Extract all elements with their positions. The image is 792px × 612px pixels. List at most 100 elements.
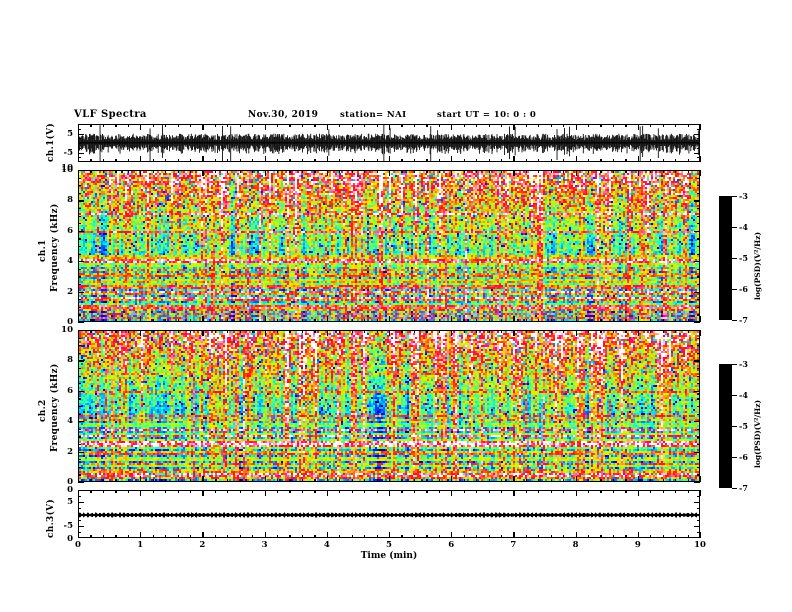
x-tick (289, 330, 291, 334)
x-tick (463, 318, 465, 322)
x-tick (202, 316, 204, 322)
x-tick (389, 124, 391, 130)
x-tick (700, 156, 702, 162)
x-tick (351, 478, 353, 482)
colorbar-tick-label: -4 (739, 222, 748, 232)
x-tick (264, 124, 266, 130)
x-tick (637, 170, 639, 176)
x-tick (488, 318, 490, 322)
x-tick (227, 318, 229, 322)
y-tick-minor (78, 474, 82, 476)
x-tick (264, 330, 266, 336)
x-tick (413, 124, 416, 128)
x-tick (538, 490, 540, 494)
y-tick (694, 261, 700, 263)
x-tick (700, 316, 702, 322)
y-tick-minor (78, 215, 82, 217)
x-tick (588, 318, 590, 322)
x-tick (476, 158, 478, 162)
y-tick-minor (696, 436, 700, 438)
x-tick (625, 318, 627, 322)
x-tick (451, 476, 453, 482)
x-tick (500, 478, 503, 482)
x-tick (78, 316, 80, 322)
x-tick (389, 330, 391, 336)
x-tick (326, 156, 328, 162)
colorbar-tick (732, 227, 737, 229)
x-tick (252, 318, 254, 322)
y-tick-label: 8 (67, 195, 73, 206)
x-tick (401, 124, 403, 128)
y-tick (694, 322, 700, 324)
x-tick (513, 330, 515, 336)
x-tick (189, 158, 192, 162)
x-tick (177, 330, 179, 334)
y-tick-minor (696, 185, 700, 187)
y-tick-minor (696, 352, 700, 354)
x-tick (140, 316, 142, 322)
x-tick (563, 318, 565, 322)
x-tick (438, 478, 440, 482)
x-tick (189, 318, 192, 322)
x-tick (451, 316, 453, 322)
x-tick (463, 478, 465, 482)
x-tick (177, 170, 179, 174)
y-tick-minor (696, 532, 700, 534)
y-tick-minor (78, 157, 82, 159)
x-tick (525, 490, 528, 494)
y-tick-minor (696, 413, 700, 415)
x-tick (588, 170, 590, 174)
x-tick (588, 478, 590, 482)
y-tick-label: 4 (67, 256, 73, 267)
x-tick (115, 330, 117, 334)
colorbar-ch2-gradient (720, 365, 731, 487)
x-tick (152, 318, 154, 322)
y-tick (694, 291, 700, 293)
y-tick-minor (696, 466, 700, 468)
x-tick (376, 330, 378, 334)
x-tick (78, 156, 80, 162)
colorbar-tick-label: -7 (739, 315, 748, 325)
y-tick (694, 133, 700, 135)
x-tick (102, 158, 105, 162)
x-tick (90, 170, 92, 174)
x-tick (625, 330, 627, 334)
x-tick (563, 478, 565, 482)
x-tick (637, 156, 639, 162)
y-tick-minor (696, 474, 700, 476)
ch1-waveform-canvas (79, 125, 699, 161)
x-tick (127, 318, 129, 322)
x-tick (438, 318, 440, 322)
x-tick (364, 330, 366, 334)
y-tick-minor (696, 368, 700, 370)
y-tick-minor (78, 314, 82, 316)
y-tick-minor (696, 192, 700, 194)
y-tick-label: 2 (67, 286, 73, 297)
x-tick (78, 476, 80, 482)
x-tick (314, 478, 316, 482)
x-tick (214, 478, 217, 482)
x-tick (326, 330, 328, 336)
y-tick-label: 10 (61, 165, 73, 175)
x-tick (339, 318, 341, 322)
x-tick (463, 490, 465, 494)
x-tick (202, 124, 204, 130)
colorbar-tick (732, 289, 737, 291)
x-tick (476, 490, 478, 494)
x-tick (289, 124, 291, 128)
x-tick (525, 534, 528, 538)
x-tick-label: 2 (199, 540, 206, 550)
colorbar-tick (732, 196, 737, 198)
y-tick-label: 0 (67, 477, 73, 487)
y-tick-minor (696, 398, 700, 400)
x-tick (650, 534, 652, 538)
colorbar-ch2-title: log(PSD)(V²/Hz) (753, 399, 762, 468)
x-tick (177, 158, 179, 162)
x-tick (127, 490, 129, 494)
x-tick (364, 170, 366, 174)
x-tick (140, 490, 142, 496)
x-tick (277, 170, 279, 174)
x-tick (538, 330, 540, 334)
y-tick-minor (78, 138, 82, 140)
x-tick (90, 534, 92, 538)
